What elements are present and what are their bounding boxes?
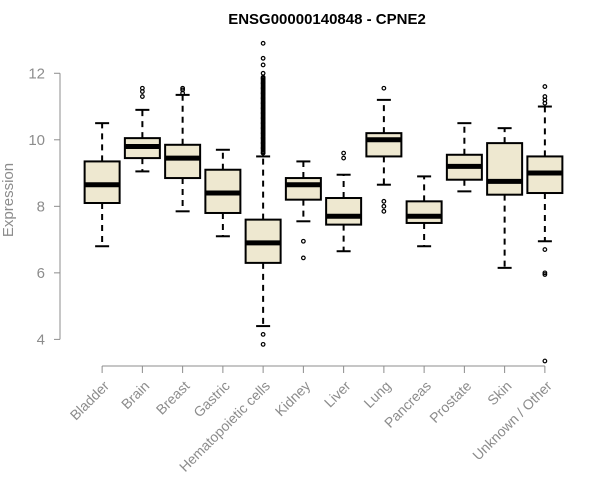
box (365, 132, 403, 158)
outlier-point (260, 62, 266, 68)
outlier-point (260, 55, 266, 61)
outlier-point (542, 270, 548, 276)
box-group (123, 85, 161, 173)
box (405, 200, 443, 224)
box-group (83, 122, 121, 248)
y-axis-label: Expression (0, 163, 17, 237)
outlier-point (260, 341, 266, 347)
box (486, 142, 524, 196)
box (325, 197, 363, 226)
outlier-point (180, 87, 186, 93)
outlier-point (381, 198, 387, 204)
outlier-point (139, 94, 145, 99)
outlier-point (542, 272, 548, 277)
outlier-point (260, 70, 266, 76)
outlier-point (542, 94, 548, 99)
outlier-point (300, 255, 306, 261)
y-tick-label: 10 (28, 132, 45, 149)
outlier-point (542, 358, 548, 364)
outlier-point (542, 84, 548, 89)
outlier-point (341, 150, 347, 156)
x-tick-label: Skin (484, 378, 515, 409)
box (164, 143, 202, 180)
box-group (486, 127, 524, 269)
outlier-point (341, 155, 347, 161)
outlier-point (542, 247, 548, 252)
box-group (244, 40, 282, 347)
box-group (365, 85, 403, 214)
outlier-point (381, 203, 387, 209)
box-group (445, 122, 483, 193)
box-group (405, 175, 443, 248)
x-tick-label: Lung (360, 378, 393, 411)
y-axis: 4 6 8 10 12 (28, 65, 61, 348)
y-tick-label: 4 (37, 331, 45, 348)
boxes-group (83, 40, 564, 364)
outlier-point (381, 85, 387, 91)
box-group (164, 85, 202, 213)
outlier-point (260, 40, 266, 46)
x-tick-label: Breast (153, 378, 193, 418)
y-tick-label: 8 (37, 198, 45, 215)
x-tick-label: Prostate (426, 377, 474, 425)
outlier-point (139, 85, 145, 91)
y-tick-label: 6 (37, 265, 45, 282)
box-group (526, 84, 564, 364)
outlier-point (180, 85, 186, 91)
x-tick-label: Bladder (67, 377, 113, 423)
box-group (284, 160, 322, 261)
box-group (325, 150, 363, 253)
x-tick-label: Kidney (272, 378, 314, 420)
box (284, 177, 322, 201)
outlier-point (260, 74, 266, 80)
chart-title: ENSG00000140848 - CPNE2 (228, 11, 426, 28)
box-group (204, 148, 242, 238)
outlier-point (381, 208, 387, 214)
y-tick-label: 12 (28, 65, 45, 82)
outlier-point (260, 331, 266, 337)
outlier-point (300, 238, 306, 244)
x-tick-label: Liver (321, 377, 354, 410)
x-tick-label: Brain (118, 378, 152, 412)
